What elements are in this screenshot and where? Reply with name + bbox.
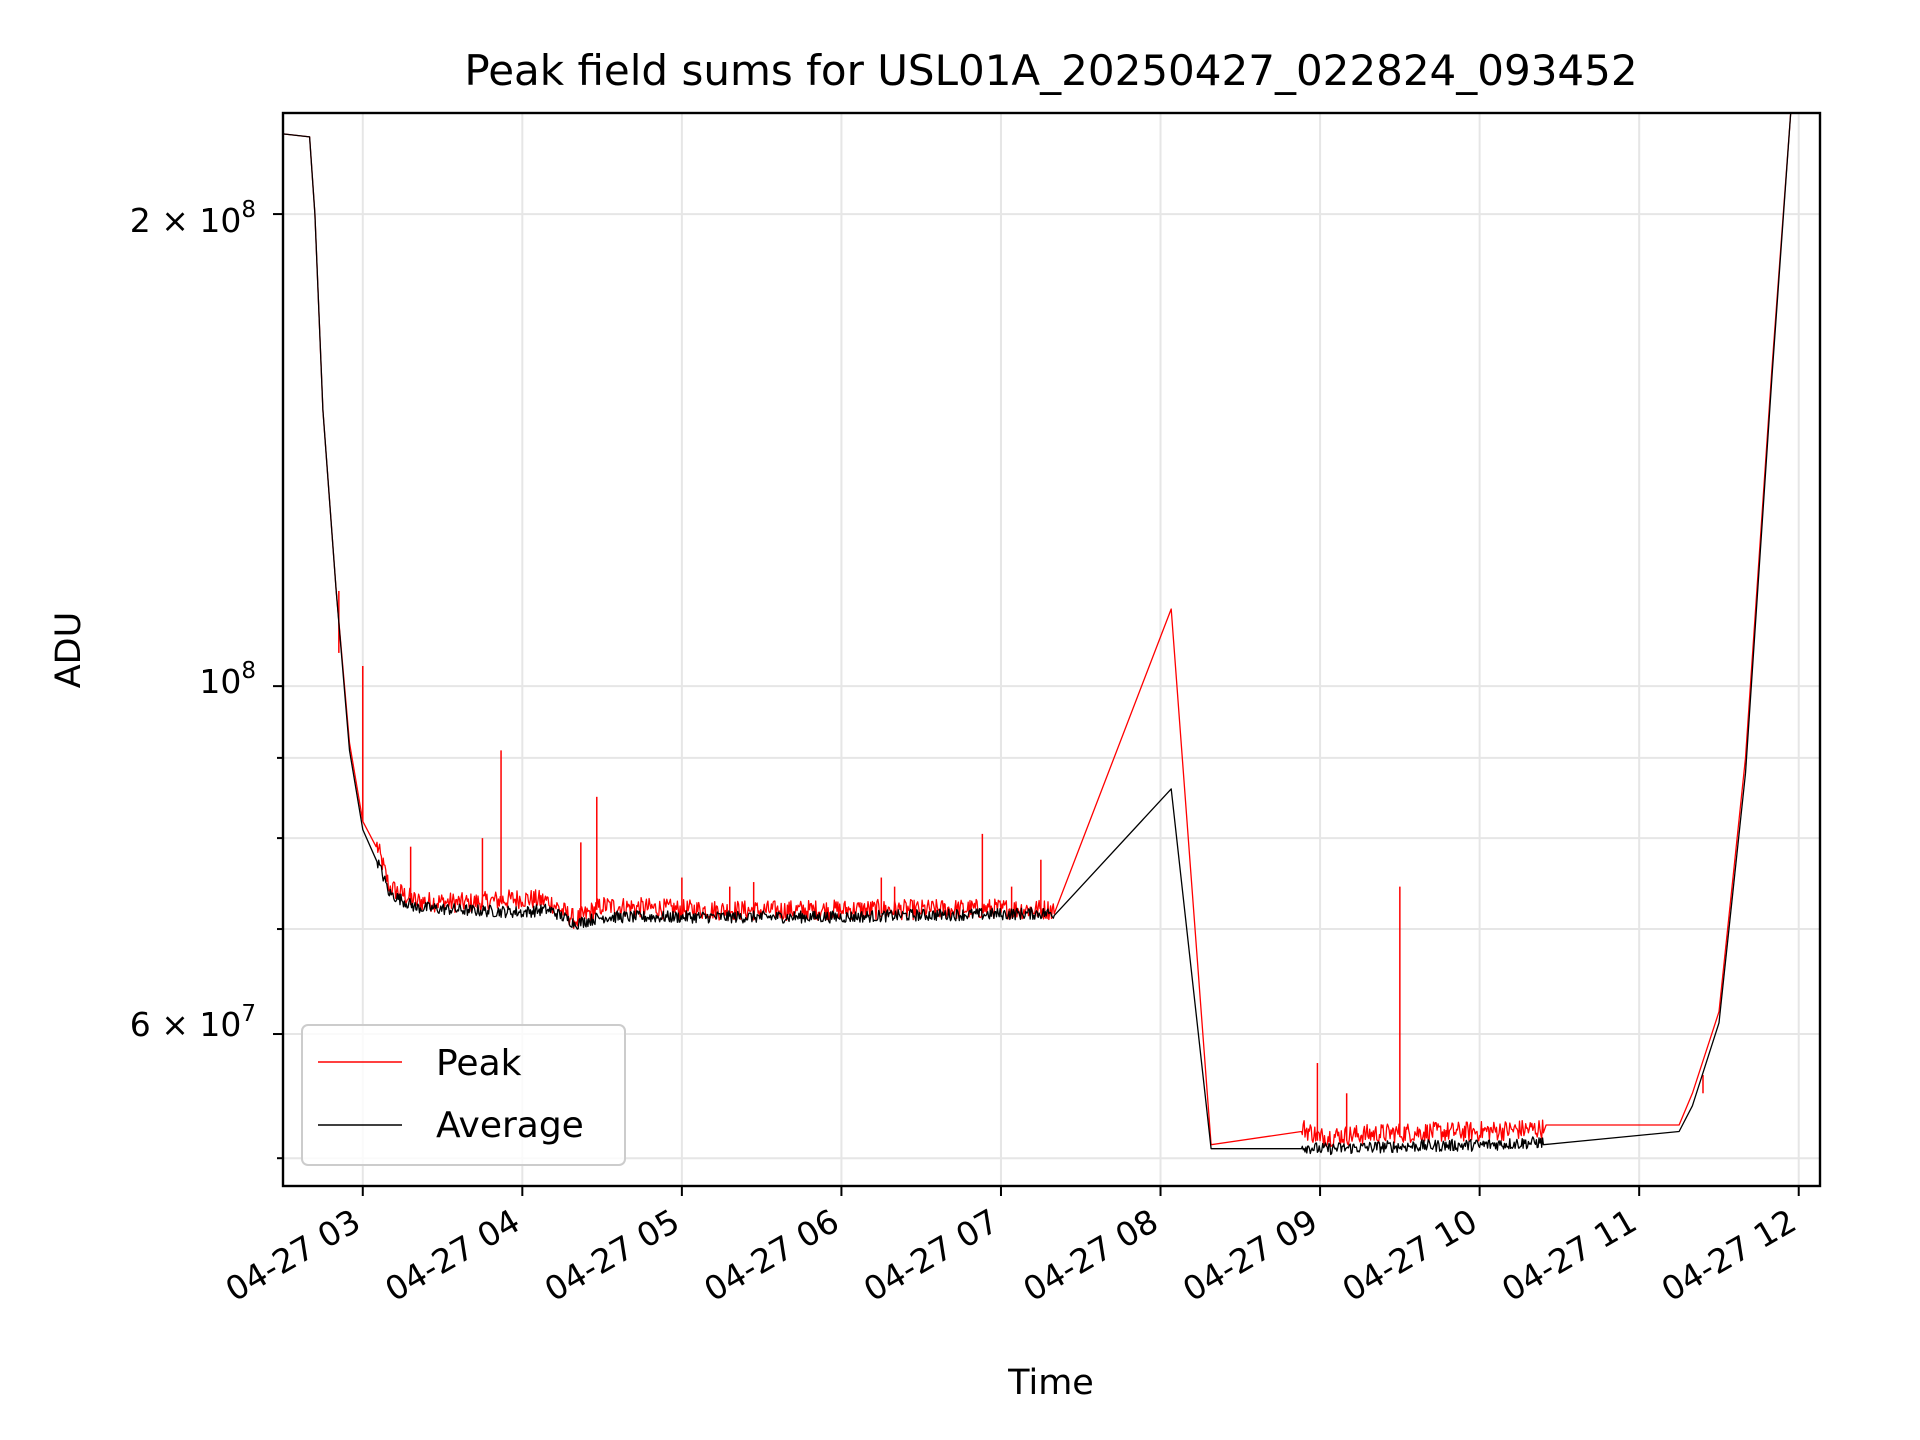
- legend-label-peak: Peak: [436, 1043, 522, 1084]
- x-axis-label: Time: [1007, 1363, 1094, 1403]
- series-line-average: [282, 112, 1792, 1156]
- legend-label-average: Average: [436, 1105, 584, 1146]
- y-tick-label-6e7: 6 × 107: [130, 1001, 256, 1044]
- legend: Peak Average: [301, 1024, 626, 1166]
- legend-box: [301, 1024, 626, 1166]
- chart-title: Peak field sums for USL01A_20250427_0228…: [464, 46, 1637, 95]
- series-line-peak: [282, 112, 1792, 1147]
- y-axis: 2 × 108 108 6 × 107: [130, 197, 283, 1160]
- y-axis-label: ADU: [49, 612, 89, 689]
- plot-frame: [281, 111, 1822, 1188]
- y-tick-label-1e8: 108: [199, 658, 256, 701]
- plot-lines: [282, 112, 1792, 1156]
- grid: [283, 113, 1820, 1186]
- y-tick-label-2e8: 2 × 108: [130, 197, 256, 240]
